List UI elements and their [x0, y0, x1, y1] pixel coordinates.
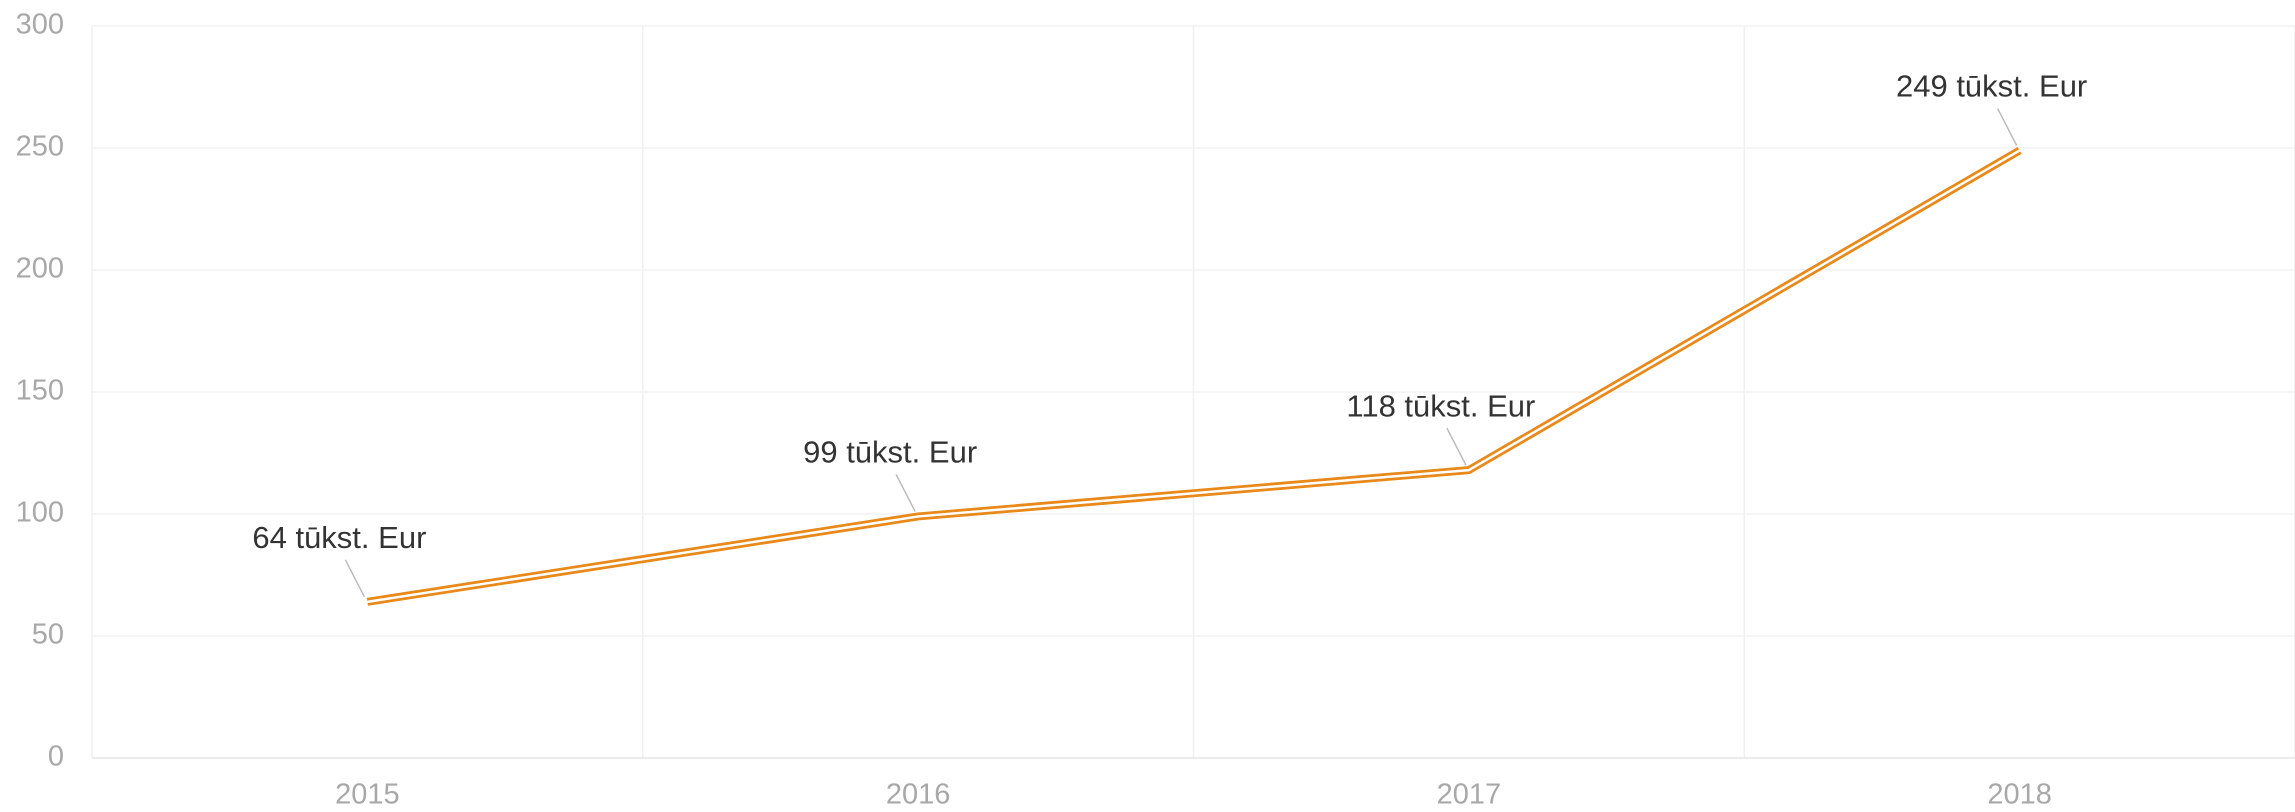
- y-tick-label: 50: [32, 619, 64, 651]
- y-tick-label: 150: [16, 375, 64, 407]
- y-tick-label: 250: [16, 131, 64, 163]
- data-label: 249 tūkst. Eur: [1896, 69, 2087, 104]
- label-leader: [344, 559, 366, 598]
- data-label: 118 tūkst. Eur: [1346, 388, 1535, 423]
- x-tick-label: 2017: [1437, 779, 1502, 811]
- y-tick-label: 300: [16, 9, 64, 41]
- y-tick-label: 100: [16, 497, 64, 529]
- data-label: 64 tūkst. Eur: [252, 520, 426, 555]
- y-tick-label: 200: [16, 253, 64, 285]
- label-leader: [1446, 427, 1467, 466]
- line-highlight: [367, 149, 2021, 604]
- y-tick-label: 0: [48, 741, 64, 773]
- x-tick-label: 2015: [335, 779, 400, 811]
- x-tick-label: 2016: [886, 779, 951, 811]
- data-label: 99 tūkst. Eur: [803, 435, 977, 470]
- x-tick-label: 2018: [1987, 779, 2052, 811]
- label-leader: [895, 474, 916, 512]
- label-leader: [1996, 108, 2018, 146]
